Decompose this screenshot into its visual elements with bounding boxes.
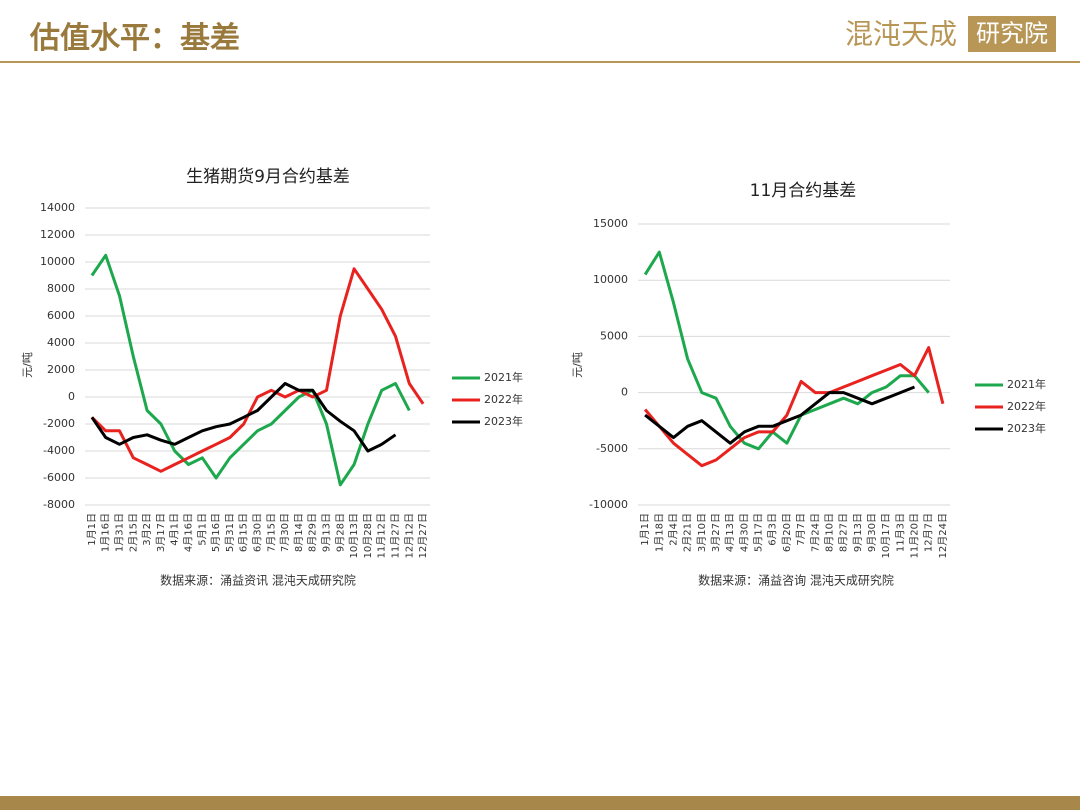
series-line	[643, 250, 930, 451]
x-tick-label: 7月7日	[795, 513, 807, 546]
x-tick-label: 9月13日	[321, 513, 333, 552]
x-tick-label: 2月4日	[667, 513, 679, 546]
y-tick-label: 14000	[40, 201, 75, 214]
x-tick-label: 12月7日	[923, 513, 935, 552]
x-tick-label: 1月31日	[114, 513, 126, 552]
series-line	[90, 382, 397, 453]
x-tick-label: 9月13日	[852, 513, 864, 552]
legend-label: 2021年	[484, 370, 523, 384]
x-tick-label: 1月18日	[653, 513, 665, 552]
logo-text: 研究院	[976, 20, 1048, 48]
y-tick-label: -4000	[43, 444, 75, 457]
x-tick-label: 1月1日	[639, 513, 651, 546]
x-tick-label: 5月31日	[224, 513, 236, 552]
x-tick-label: 9月30日	[866, 513, 878, 552]
y-axis-label: 元/吨	[21, 352, 34, 378]
x-tick-label: 3月10日	[696, 513, 708, 552]
y-tick-label: -6000	[43, 471, 75, 484]
y-tick-label: -5000	[596, 442, 628, 455]
x-tick-label: 8月27日	[838, 513, 850, 552]
series-line	[90, 267, 425, 473]
x-tick-label: 6月20日	[781, 513, 793, 552]
chart-title: 生猪期货9月合约基差	[186, 167, 350, 187]
legend-label: 2023年	[1007, 421, 1046, 435]
x-tick-label: 12月24日	[937, 513, 949, 558]
legend-label: 2022年	[1007, 399, 1046, 413]
x-tick-label: 5月17日	[753, 513, 765, 552]
y-tick-label: 5000	[600, 329, 628, 342]
x-tick-label: 4月30日	[738, 513, 750, 552]
x-tick-label: 5月1日	[196, 513, 208, 546]
slide-title: 估值水平：基差	[29, 21, 240, 56]
y-tick-label: 10000	[593, 273, 628, 286]
y-tick-label: 0	[621, 386, 628, 399]
y-tick-label: -8000	[43, 498, 75, 511]
y-tick-label: 6000	[47, 309, 75, 322]
x-tick-label: 4月13日	[724, 513, 736, 552]
series-line	[90, 253, 411, 487]
source-note: 数据来源：涌益资讯 混沌天成研究院	[160, 573, 356, 588]
y-tick-label: -10000	[589, 498, 628, 511]
y-tick-label: 10000	[40, 255, 75, 268]
x-tick-label: 8月14日	[293, 513, 305, 552]
series-line	[644, 385, 916, 445]
x-tick-label: 12月27日	[417, 513, 429, 558]
footer-bar	[0, 796, 1080, 810]
x-tick-label: 2月15日	[127, 513, 139, 552]
x-tick-label: 5月16日	[210, 513, 222, 552]
x-tick-label: 1月16日	[100, 513, 112, 552]
x-tick-label: 11月3日	[894, 513, 906, 552]
series-line	[643, 346, 945, 468]
legend-label: 2022年	[484, 392, 523, 406]
x-tick-label: 2月21日	[682, 513, 694, 552]
y-tick-label: 15000	[593, 217, 628, 230]
x-tick-label: 9月28日	[334, 513, 346, 552]
y-axis-label: 元/吨	[571, 352, 584, 378]
legend-label: 2023年	[484, 414, 523, 428]
x-tick-label: 4月16日	[183, 513, 195, 552]
chart-title: 11月合约基差	[750, 181, 857, 201]
x-tick-label: 11月12日	[376, 513, 388, 558]
x-tick-label: 7月30日	[279, 513, 291, 552]
x-tick-label: 12月12日	[403, 513, 415, 558]
y-tick-label: -2000	[43, 417, 75, 430]
x-tick-label: 10月17日	[880, 513, 892, 558]
x-tick-label: 3月27日	[710, 513, 722, 552]
x-tick-label: 7月15日	[265, 513, 277, 552]
x-tick-label: 1月1日	[86, 513, 98, 546]
x-tick-label: 10月13日	[348, 513, 360, 558]
x-tick-label: 6月15日	[238, 513, 250, 552]
y-tick-label: 0	[68, 390, 75, 403]
x-tick-label: 3月2日	[141, 513, 153, 546]
y-tick-label: 2000	[47, 363, 75, 376]
x-tick-label: 10月28日	[362, 513, 374, 558]
x-tick-label: 3月17日	[155, 513, 167, 552]
x-tick-label: 8月10日	[823, 513, 835, 552]
x-tick-label: 11月20日	[909, 513, 921, 558]
y-tick-label: 8000	[47, 282, 75, 295]
x-tick-label: 6月3日	[767, 513, 779, 546]
x-tick-label: 8月29日	[307, 513, 319, 552]
source-note: 数据来源：涌益咨询 混沌天成研究院	[698, 573, 894, 588]
x-tick-label: 11月27日	[390, 513, 402, 558]
logo-box	[968, 16, 1056, 52]
y-tick-label: 12000	[40, 228, 75, 241]
y-tick-label: 4000	[47, 336, 75, 349]
x-tick-label: 6月30日	[252, 513, 264, 552]
x-tick-label: 7月24日	[809, 513, 821, 552]
x-tick-label: 4月1日	[169, 513, 181, 546]
logo-text: 混沌天成	[845, 18, 957, 51]
legend-label: 2021年	[1007, 377, 1046, 391]
